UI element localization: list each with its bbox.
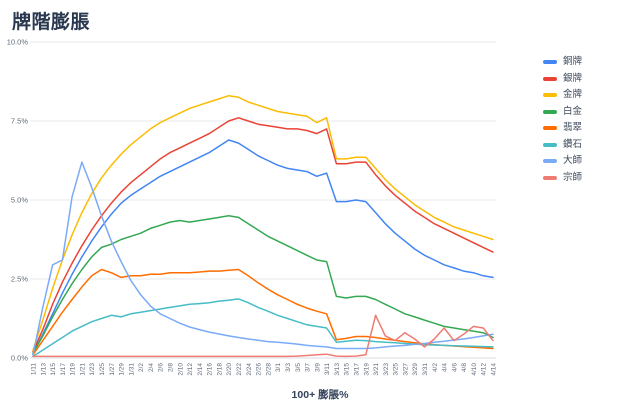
x-axis-tick-label: 3/11 xyxy=(324,363,331,376)
legend-swatch-grandmaster xyxy=(543,175,557,180)
legend-label: 翡翠 xyxy=(563,122,583,133)
legend-item-platinum[interactable]: 白金 xyxy=(543,105,583,117)
legend-item-gold[interactable]: 金牌 xyxy=(543,90,582,100)
x-axis-tick-label: 4/14 xyxy=(491,363,498,376)
x-axis-tick-label: 3/23 xyxy=(383,363,390,376)
x-axis-tick-label: 2/4 xyxy=(148,363,155,372)
series-line-grandmaster[interactable] xyxy=(32,314,494,358)
legend-label: 金牌 xyxy=(563,89,583,100)
x-axis-tick-label: 3/17 xyxy=(353,363,360,376)
x-axis-tick-label: 4/2 xyxy=(432,363,439,372)
x-axis-tick-label: 1/15 xyxy=(50,363,57,376)
x-axis-tick-label: 2/6 xyxy=(158,363,165,372)
legend-label: 鑽石 xyxy=(563,138,583,150)
x-axis-tick-label: 3/19 xyxy=(363,363,370,376)
legend: 銅牌銀牌金牌白金翡翠鑽石大師宗師 xyxy=(543,57,582,189)
series-line-diamond[interactable] xyxy=(32,298,494,358)
y-axis-tick-label: 7.5% xyxy=(11,117,28,126)
legend-swatch-bronze xyxy=(543,60,557,64)
x-axis-tick-label: 1/31 xyxy=(128,363,135,376)
series-line-bronze[interactable] xyxy=(32,139,494,355)
legend-item-silver[interactable]: 銀牌 xyxy=(543,72,583,84)
legend-label: 銀牌 xyxy=(563,72,583,84)
x-axis-tick-label: 1/21 xyxy=(79,363,86,376)
x-axis-tick-label: 1/11 xyxy=(31,363,38,376)
chart-title: 牌階膨脹 xyxy=(12,12,91,33)
series-line-platinum[interactable] xyxy=(32,215,494,355)
x-axis-tick-label: 1/23 xyxy=(89,363,96,376)
x-axis-tick-label: 2/20 xyxy=(226,363,233,376)
x-axis-tick-label: 2/26 xyxy=(256,363,263,376)
legend-item-master[interactable]: 大師 xyxy=(543,156,582,166)
y-axis-tick-label: 2.5% xyxy=(11,275,28,284)
y-axis-tick-label: 5.0% xyxy=(11,196,28,205)
legend-label: 白金 xyxy=(563,105,583,117)
y-axis-tick-label: 10.0% xyxy=(7,38,29,47)
y-axis-tick-label: 0.0% xyxy=(11,354,28,363)
x-axis-tick-label: 1/27 xyxy=(109,363,116,376)
legend-label: 大師 xyxy=(563,155,583,166)
x-axis-tick-label: 3/1 xyxy=(275,363,282,372)
legend-item-diamond[interactable]: 鑽石 xyxy=(543,138,583,150)
legend-swatch-silver xyxy=(543,76,557,81)
x-axis-tick-label: 1/25 xyxy=(99,363,106,376)
legend-label: 宗師 xyxy=(563,171,583,183)
x-axis-tick-label: 2/8 xyxy=(168,363,175,372)
legend-swatch-diamond xyxy=(543,142,557,147)
x-axis-tick-label: 4/8 xyxy=(461,363,468,372)
series-line-silver[interactable] xyxy=(32,117,494,353)
x-axis-tick-label: 2/12 xyxy=(187,363,194,376)
legend-item-grandmaster[interactable]: 宗師 xyxy=(543,171,583,183)
x-axis-tick-label: 2/24 xyxy=(246,363,253,376)
x-axis-tick-label: 1/29 xyxy=(119,363,126,376)
x-axis-tick-label: 3/7 xyxy=(305,363,312,372)
x-axis-tick-label: 3/5 xyxy=(295,363,302,372)
legend-swatch-platinum xyxy=(543,109,557,114)
x-axis-tick-label: 2/18 xyxy=(216,363,223,376)
x-axis-tick-label: 3/27 xyxy=(402,363,409,376)
x-axis-tick-label: 3/31 xyxy=(422,363,429,376)
x-axis-tick-label: 4/6 xyxy=(451,363,458,372)
x-axis-tick-label: 3/29 xyxy=(412,363,419,376)
x-axis-tick-label: 2/22 xyxy=(236,363,243,376)
x-axis-tick-label: 2/28 xyxy=(265,363,272,376)
x-axis-tick-label: 4/4 xyxy=(442,363,449,372)
x-axis-tick-label: 3/25 xyxy=(393,363,400,376)
legend-swatch-emerald xyxy=(543,126,557,130)
series-line-emerald[interactable] xyxy=(32,268,494,356)
x-axis-tick-label: 3/3 xyxy=(285,363,292,372)
legend-item-bronze[interactable]: 銅牌 xyxy=(543,57,582,67)
legend-label: 銅牌 xyxy=(563,56,583,67)
series-line-master[interactable] xyxy=(32,161,494,356)
x-axis-tick-label: 3/21 xyxy=(373,363,380,376)
x-axis-tick-label: 1/13 xyxy=(40,363,47,376)
x-axis-tick-label: 2/14 xyxy=(197,363,204,376)
legend-item-emerald[interactable]: 翡翠 xyxy=(543,123,582,133)
x-axis-tick-label: 2/2 xyxy=(138,363,145,372)
x-axis-tick-label: 2/10 xyxy=(177,363,184,376)
legend-swatch-master xyxy=(543,159,557,163)
x-axis-tick-label: 3/13 xyxy=(334,363,341,376)
x-axis-tick-label: 3/9 xyxy=(314,363,321,372)
x-axis-tick-label: 4/12 xyxy=(481,363,488,376)
series-line-gold[interactable] xyxy=(32,94,494,351)
x-axis-tick-label: 2/16 xyxy=(207,363,214,376)
x-axis-title: 100+ 膨脹% xyxy=(291,389,349,401)
x-axis-tick-label: 3/15 xyxy=(344,363,351,376)
x-axis-tick-label: 1/19 xyxy=(70,363,77,376)
x-axis-tick-label: 4/10 xyxy=(471,363,478,376)
x-axis-tick-label: 1/17 xyxy=(60,363,67,376)
legend-swatch-gold xyxy=(543,93,557,97)
